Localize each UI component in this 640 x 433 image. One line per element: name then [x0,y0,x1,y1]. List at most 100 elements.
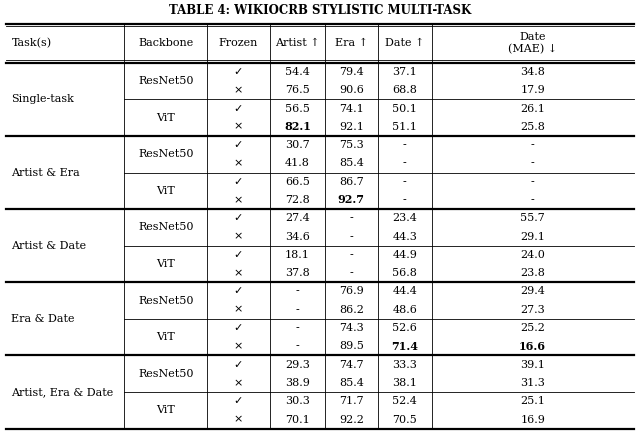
Text: 16.9: 16.9 [520,414,545,424]
Text: 92.7: 92.7 [338,194,365,206]
Text: -: - [403,195,406,205]
Text: ViT: ViT [156,405,175,415]
Text: ViT: ViT [156,186,175,196]
Text: 71.7: 71.7 [339,396,364,406]
Text: 51.1: 51.1 [392,122,417,132]
Text: 48.6: 48.6 [392,305,417,315]
Text: ResNet50: ResNet50 [138,76,193,86]
Text: ✓: ✓ [234,250,243,260]
Text: 25.8: 25.8 [520,122,545,132]
Text: 23.8: 23.8 [520,268,545,278]
Text: 50.1: 50.1 [392,103,417,113]
Text: -: - [296,341,300,351]
Text: ✓: ✓ [234,177,243,187]
Text: 89.5: 89.5 [339,341,364,351]
Text: Artist & Era: Artist & Era [11,168,79,178]
Text: ResNet50: ResNet50 [138,149,193,159]
Text: 26.1: 26.1 [520,103,545,113]
Text: 30.3: 30.3 [285,396,310,406]
Text: -: - [296,287,300,297]
Text: ViT: ViT [156,259,175,269]
Text: 82.1: 82.1 [284,121,311,132]
Text: ×: × [234,378,243,388]
Text: 85.4: 85.4 [339,158,364,168]
Text: 16.6: 16.6 [519,341,546,352]
Text: TABLE 4: WIKIOCRB STYLISTIC MULTI-TASK: TABLE 4: WIKIOCRB STYLISTIC MULTI-TASK [169,4,471,17]
Text: 66.5: 66.5 [285,177,310,187]
Text: Task(s): Task(s) [12,38,52,48]
Text: ×: × [234,305,243,315]
Text: ResNet50: ResNet50 [138,369,193,379]
Text: 52.6: 52.6 [392,323,417,333]
Text: 38.1: 38.1 [392,378,417,388]
Text: 74.3: 74.3 [339,323,364,333]
Text: ✓: ✓ [234,323,243,333]
Text: 17.9: 17.9 [520,85,545,95]
Text: 76.5: 76.5 [285,85,310,95]
Text: ×: × [234,232,243,242]
Text: Backbone: Backbone [138,38,193,48]
Text: 24.0: 24.0 [520,250,545,260]
Text: -: - [531,140,534,150]
Text: -: - [296,323,300,333]
Text: 72.8: 72.8 [285,195,310,205]
Text: 75.3: 75.3 [339,140,364,150]
Text: Artist, Era & Date: Artist, Era & Date [11,387,113,397]
Text: Frozen: Frozen [219,38,258,48]
Text: ✓: ✓ [234,287,243,297]
Text: -: - [349,213,353,223]
Text: 92.2: 92.2 [339,414,364,424]
Text: 52.4: 52.4 [392,396,417,406]
Text: 27.4: 27.4 [285,213,310,223]
Text: 25.1: 25.1 [520,396,545,406]
Text: 92.1: 92.1 [339,122,364,132]
Text: ×: × [234,122,243,132]
Text: Artist & Date: Artist & Date [11,241,86,251]
Text: 23.4: 23.4 [392,213,417,223]
Text: Era ↑: Era ↑ [335,38,368,48]
Text: ✓: ✓ [234,360,243,370]
Text: 86.2: 86.2 [339,305,364,315]
Text: 44.9: 44.9 [392,250,417,260]
Text: ×: × [234,158,243,168]
Text: 41.8: 41.8 [285,158,310,168]
Text: ✓: ✓ [234,213,243,223]
Text: Single-task: Single-task [11,94,74,104]
Text: 25.2: 25.2 [520,323,545,333]
Text: 79.4: 79.4 [339,67,364,77]
Text: -: - [531,158,534,168]
Text: 39.1: 39.1 [520,360,545,370]
Text: 18.1: 18.1 [285,250,310,260]
Text: 29.3: 29.3 [285,360,310,370]
Text: ✓: ✓ [234,103,243,113]
Text: 37.8: 37.8 [285,268,310,278]
Text: Date
(MAE) ↓: Date (MAE) ↓ [508,32,557,54]
Text: 90.6: 90.6 [339,85,364,95]
Text: ✓: ✓ [234,140,243,150]
Text: 44.3: 44.3 [392,232,417,242]
Text: 74.1: 74.1 [339,103,364,113]
Text: ✓: ✓ [234,396,243,406]
Text: ×: × [234,85,243,95]
Text: 85.4: 85.4 [339,378,364,388]
Text: ResNet50: ResNet50 [138,296,193,306]
Text: 31.3: 31.3 [520,378,545,388]
Text: Date ↑: Date ↑ [385,38,424,48]
Text: Artist ↑: Artist ↑ [275,38,320,48]
Text: 71.4: 71.4 [391,341,418,352]
Text: -: - [531,177,534,187]
Text: Era & Date: Era & Date [11,314,74,324]
Text: 30.7: 30.7 [285,140,310,150]
Text: 70.5: 70.5 [392,414,417,424]
Text: 56.5: 56.5 [285,103,310,113]
Text: 44.4: 44.4 [392,287,417,297]
Text: 37.1: 37.1 [392,67,417,77]
Text: 56.8: 56.8 [392,268,417,278]
Text: 70.1: 70.1 [285,414,310,424]
Text: -: - [403,140,406,150]
Text: 74.7: 74.7 [339,360,364,370]
Text: 68.8: 68.8 [392,85,417,95]
Text: ×: × [234,414,243,424]
Text: ViT: ViT [156,113,175,123]
Text: -: - [531,195,534,205]
